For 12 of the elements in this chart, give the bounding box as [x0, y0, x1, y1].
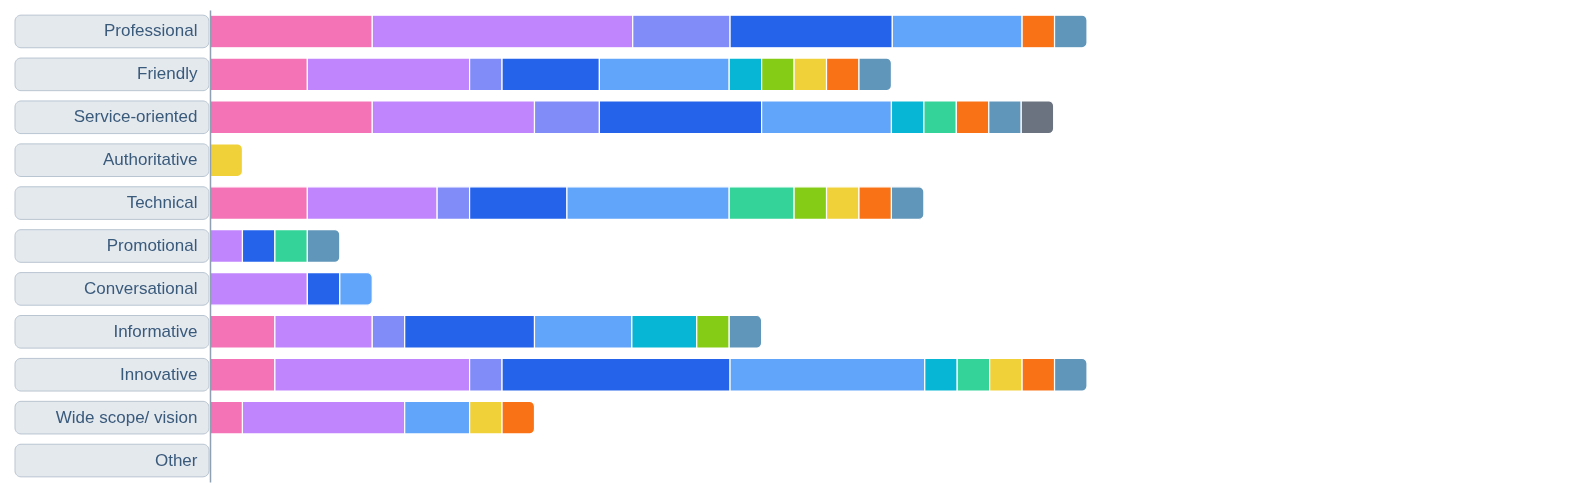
y-tick-label: Service-oriented [73, 107, 198, 127]
y-tick-label: Professional [103, 21, 198, 41]
y-tick-label: Informative [113, 321, 198, 341]
bar [209, 143, 244, 178]
y-tick-label: Innovative [120, 364, 198, 384]
y-tick-label: Conversational [84, 278, 198, 298]
y-tick-label: Friendly [137, 64, 198, 84]
y-tick-label: Wide scope/ vision [55, 407, 198, 427]
y-tick-label: Technical [126, 193, 198, 213]
y-tick-label: Promotional [106, 236, 198, 255]
y-tick-label: Other [154, 450, 198, 470]
y-tick-label: Authoritative [103, 150, 198, 170]
